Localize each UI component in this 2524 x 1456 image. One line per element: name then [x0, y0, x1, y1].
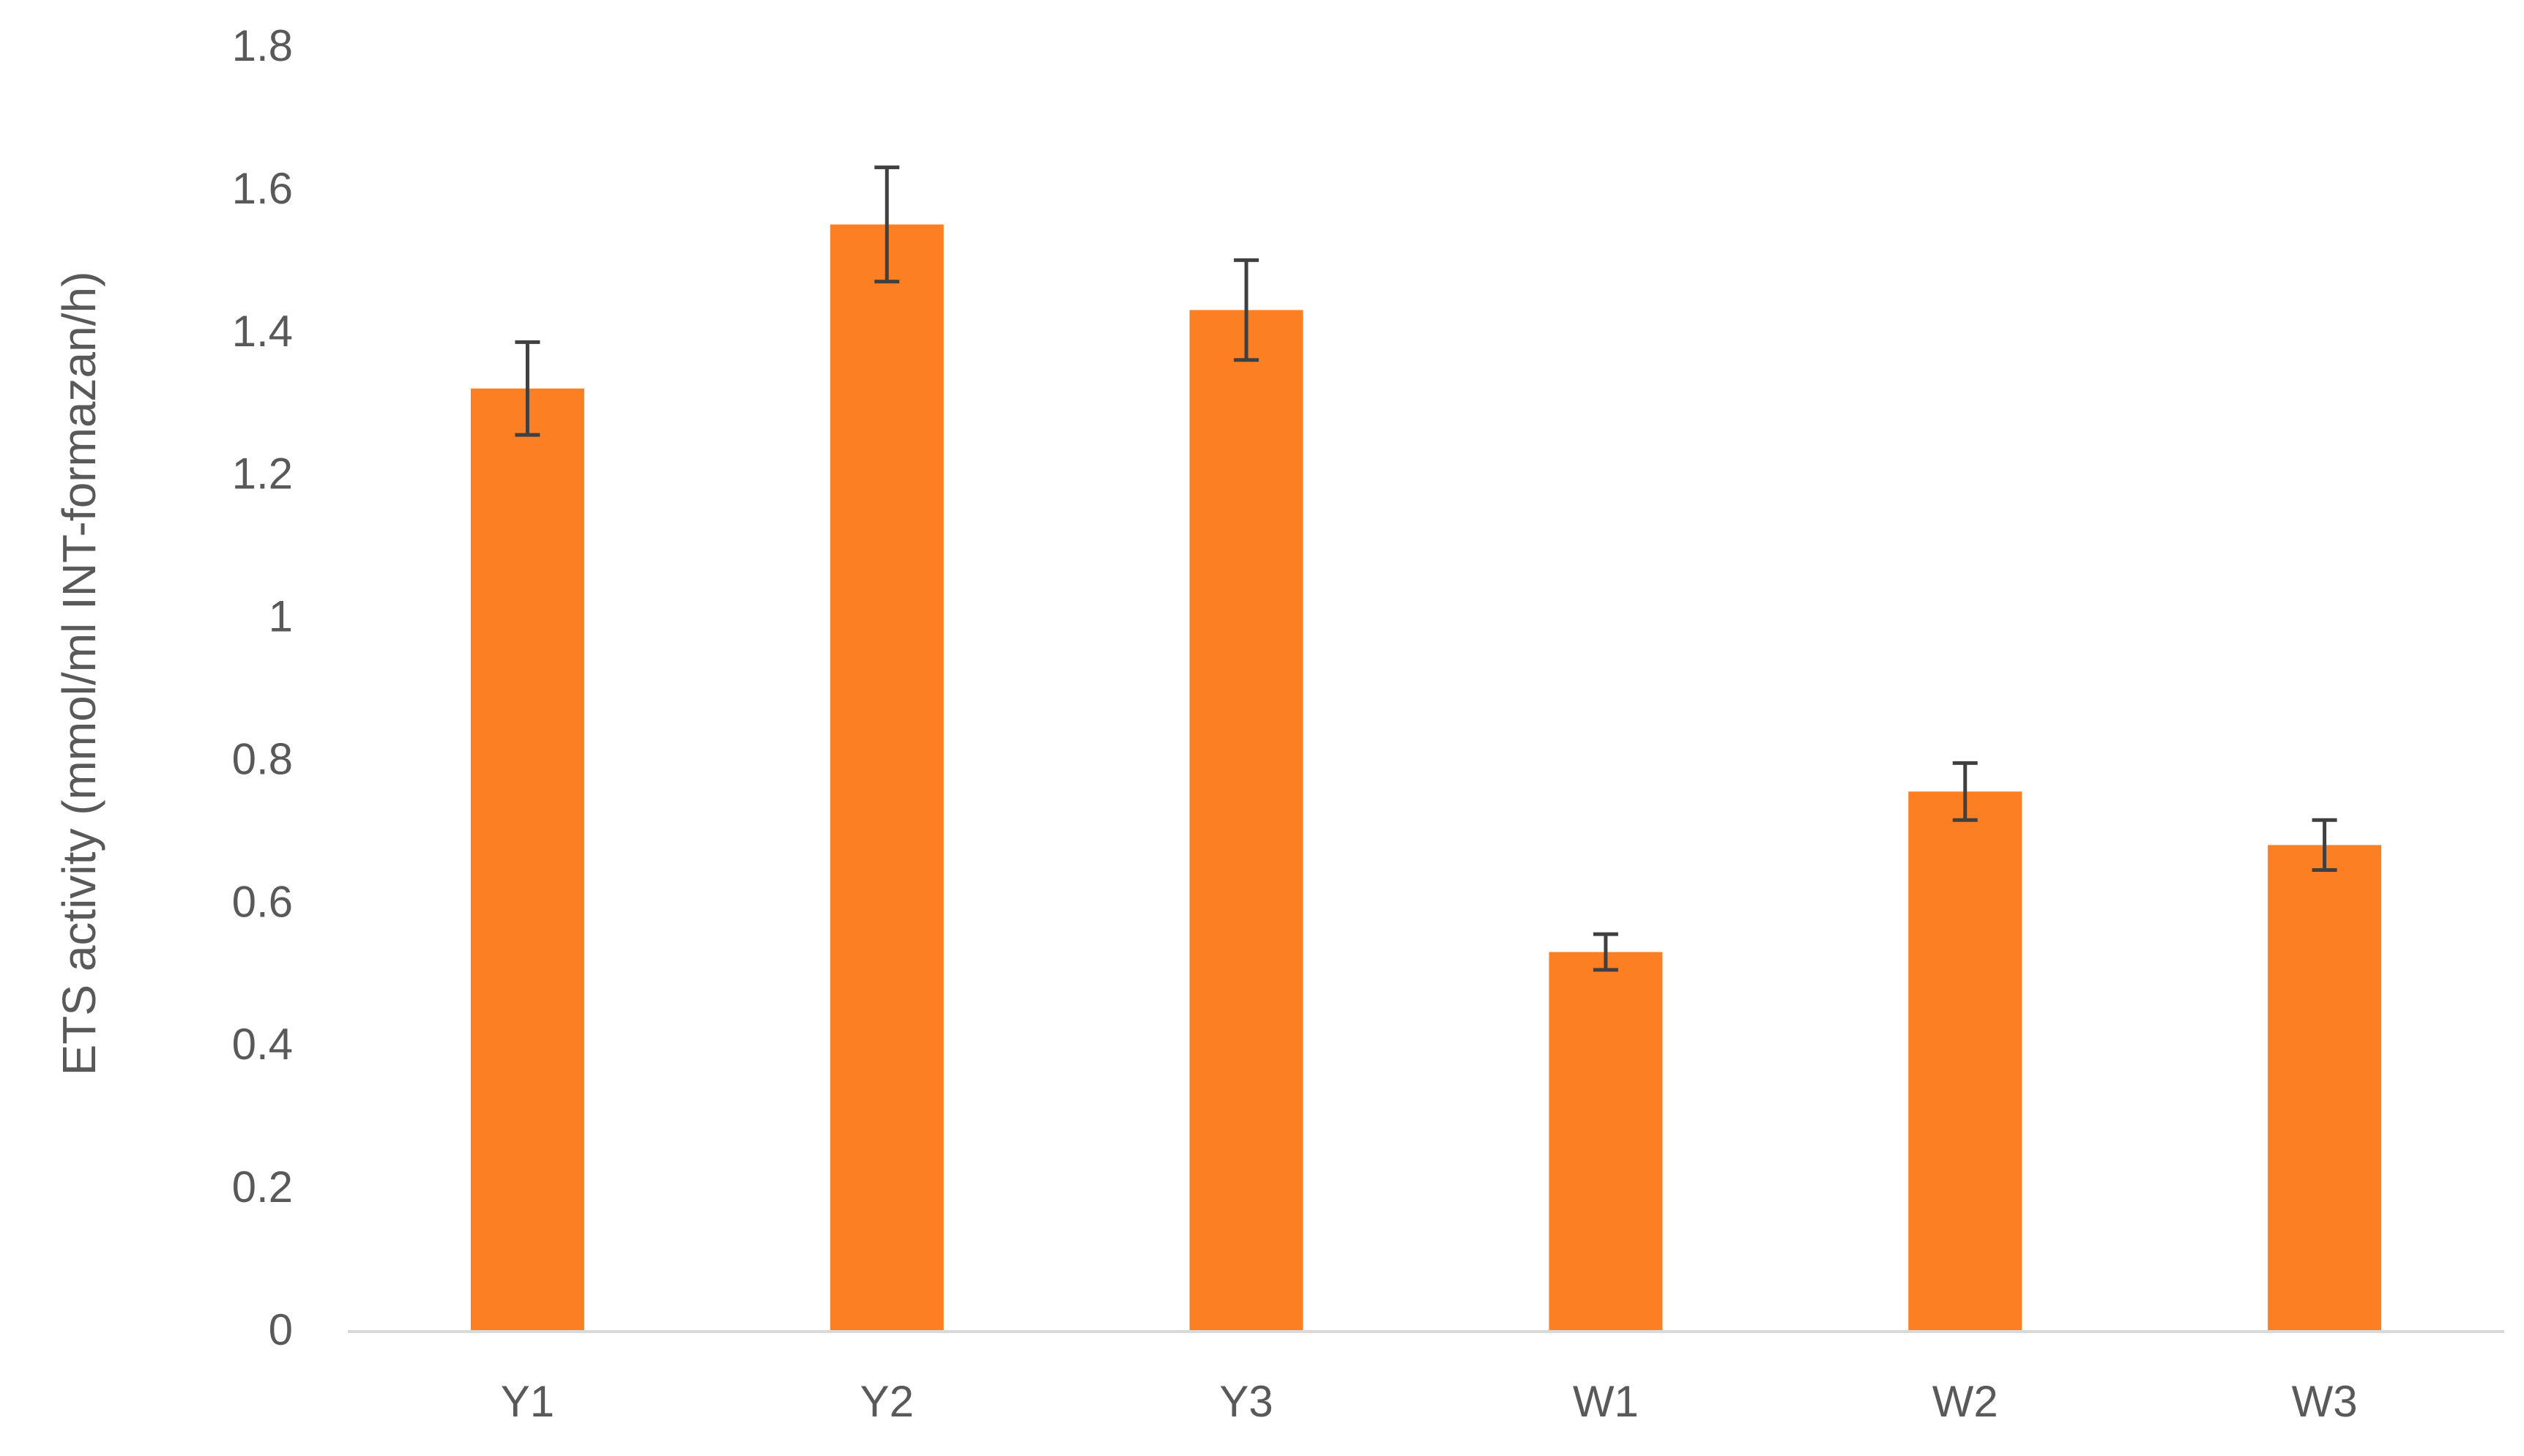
error-bar-w3: [2312, 818, 2337, 872]
bar-y2: [830, 224, 944, 1331]
bars-group: [470, 224, 2382, 1331]
x-axis-tick-labels: Y1 Y2 Y3 W1 W2 W3: [501, 1377, 2358, 1426]
bar-y1: [470, 388, 584, 1330]
y-axis-tick-labels: 0 0.2 0.4 0.6 0.8 1 1.2 1.4 1.6 1.8: [232, 21, 293, 1354]
x-tick-label-y1: Y1: [501, 1377, 554, 1426]
y-tick-label: 1.2: [232, 449, 293, 499]
y-tick-label: 1.8: [232, 21, 293, 70]
error-bar-y2: [874, 165, 900, 284]
y-tick-label: 1: [269, 592, 293, 641]
y-tick-label: 0.2: [232, 1162, 293, 1212]
y-tick-label: 0.6: [232, 877, 293, 926]
bar-w3: [2268, 845, 2382, 1330]
error-bars-group: [515, 165, 2337, 972]
y-tick-label: 0.4: [232, 1020, 293, 1069]
error-bar-y1: [515, 340, 540, 437]
y-tick-label: 0.8: [232, 734, 293, 783]
y-axis-title: ETS activity (mmol/ml INT-formazan/h): [53, 272, 105, 1076]
bar-w1: [1549, 952, 1663, 1330]
error-bar-w1: [1593, 932, 1618, 972]
error-bar-w2: [1952, 761, 1978, 822]
y-tick-label: 1.4: [232, 307, 293, 356]
x-tick-label-w1: W1: [1573, 1377, 1639, 1426]
x-tick-label-w2: W2: [1932, 1377, 1998, 1426]
bar-w2: [1908, 791, 2022, 1330]
bar-y3: [1189, 310, 1303, 1330]
y-tick-label: 1.6: [232, 164, 293, 213]
error-bar-y3: [1234, 258, 1259, 362]
x-tick-label-y2: Y2: [860, 1377, 914, 1426]
x-tick-label-y3: Y3: [1219, 1377, 1273, 1426]
x-tick-label-w3: W3: [2292, 1377, 2358, 1426]
y-tick-label: 0: [269, 1305, 293, 1354]
